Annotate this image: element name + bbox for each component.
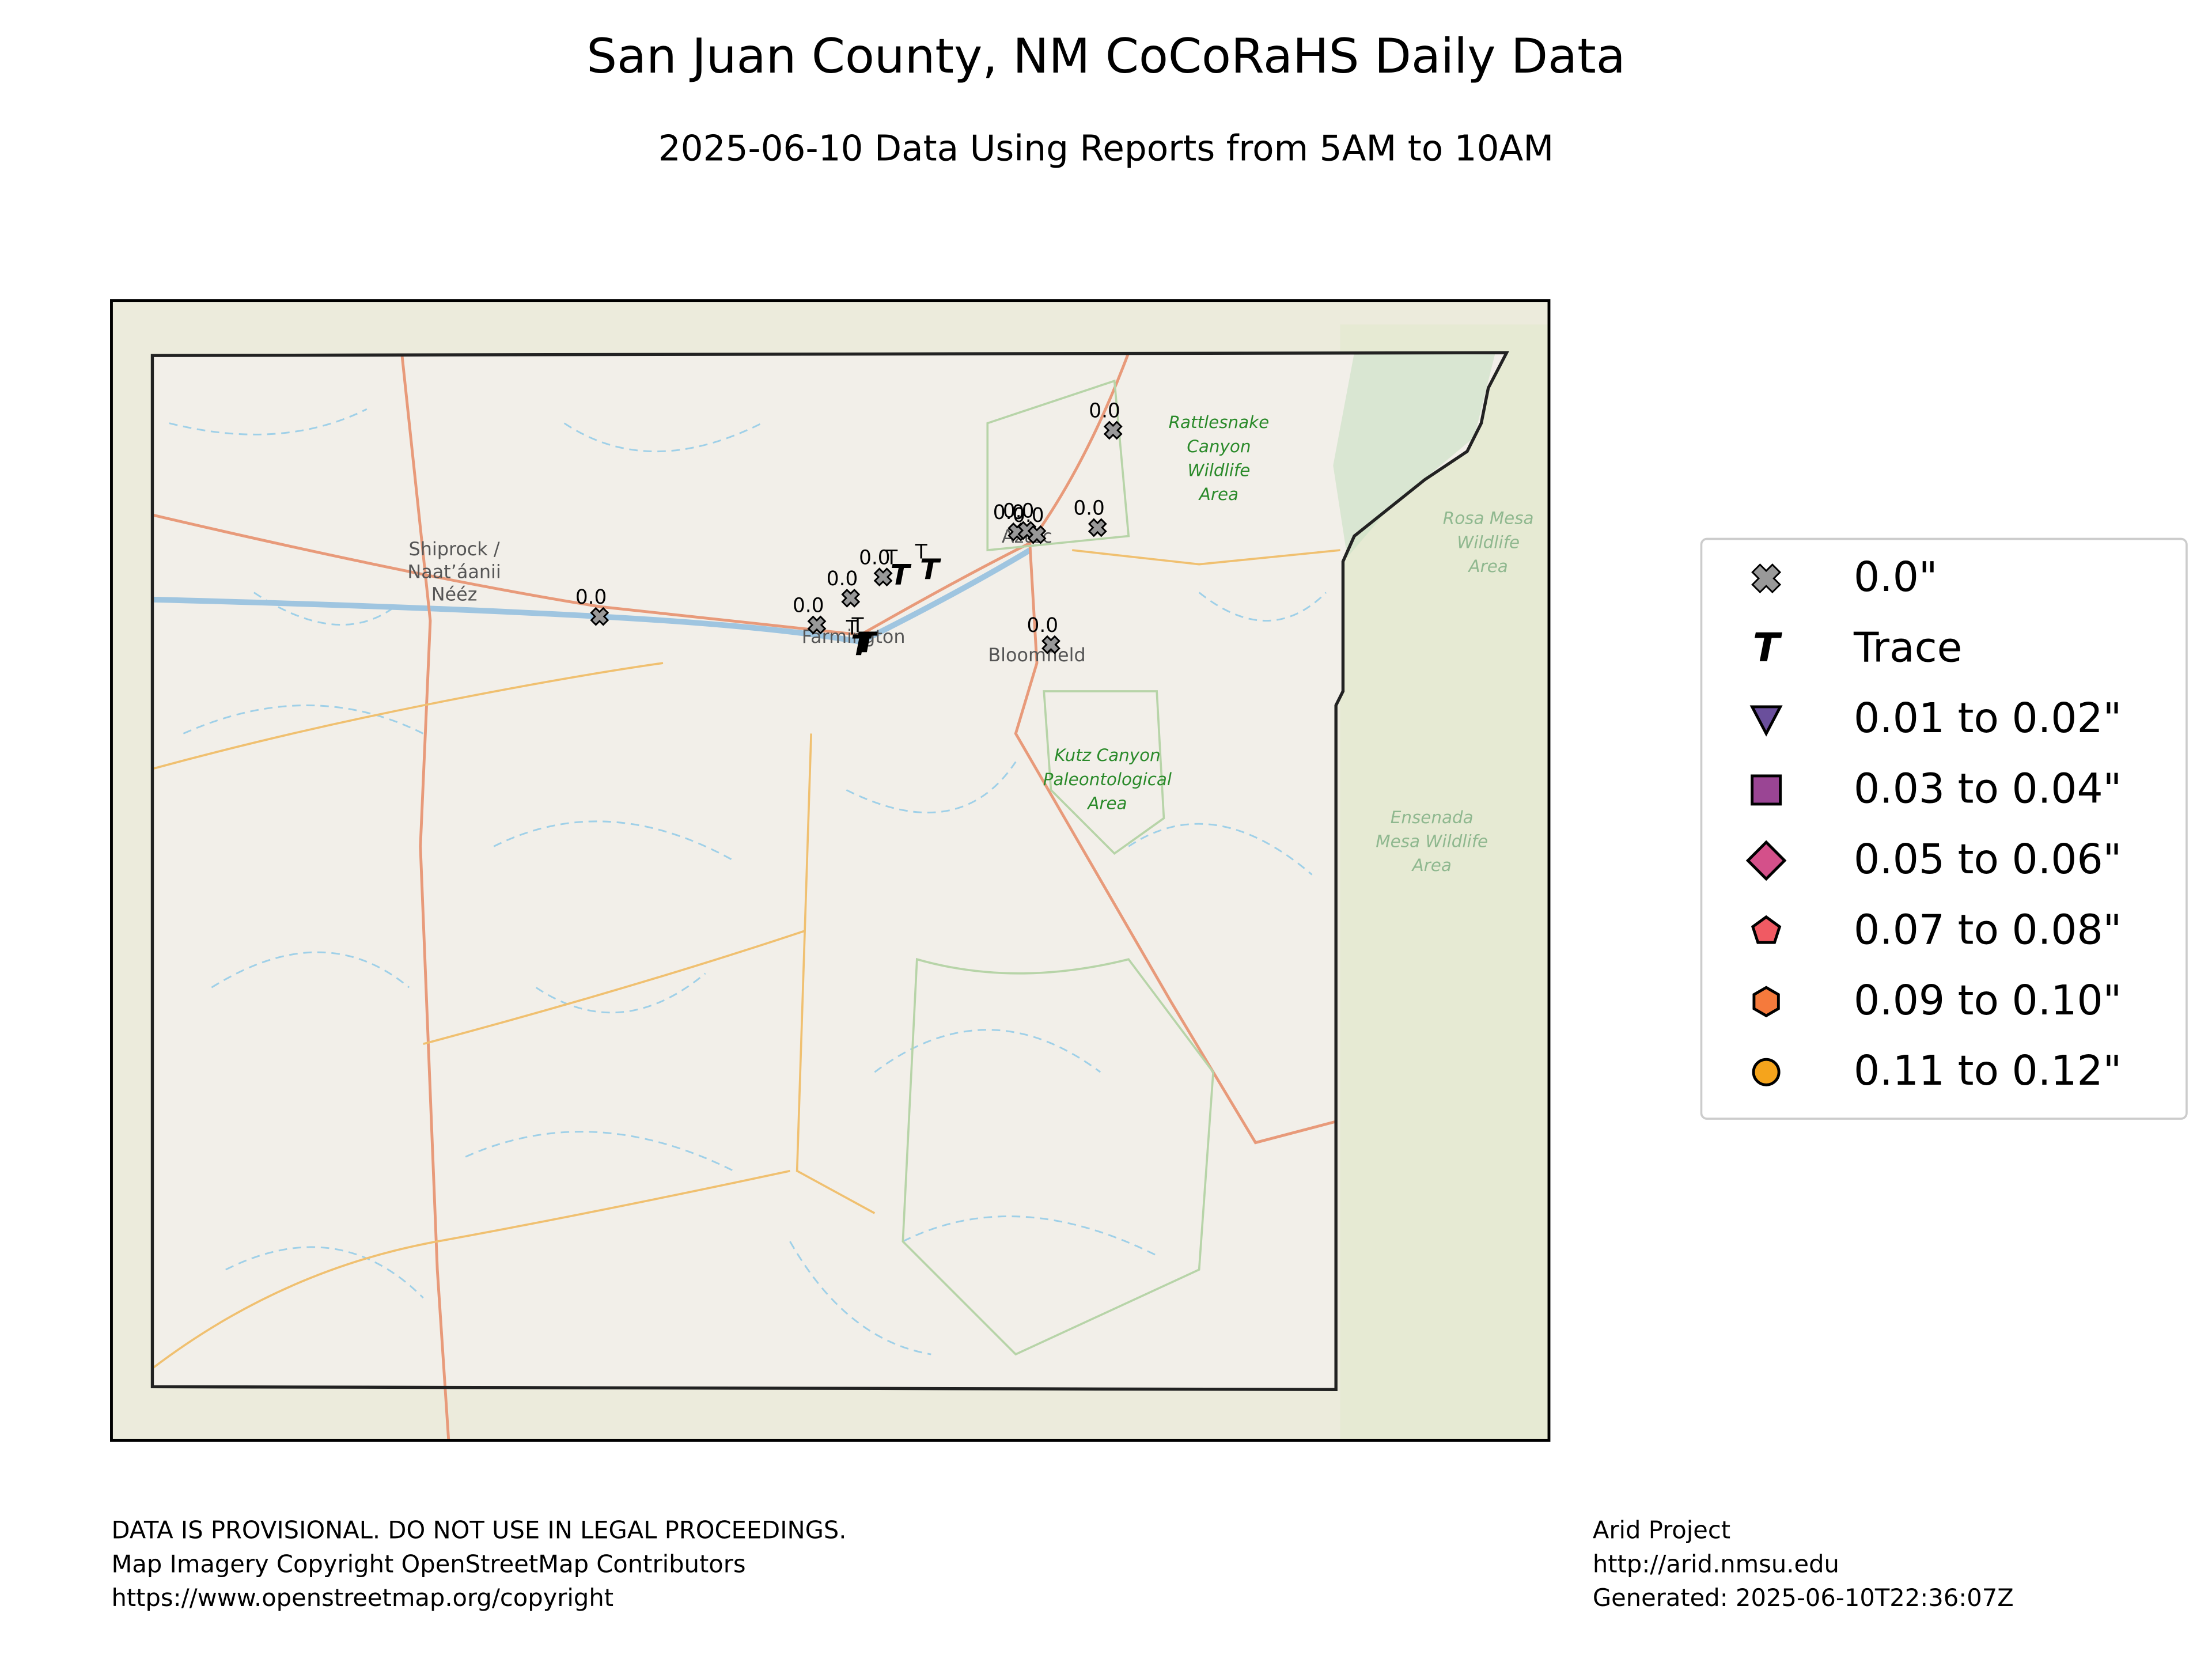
marker-circle <box>1752 1058 1781 1086</box>
place-label: Naat’áanii <box>407 560 501 582</box>
marker-x <box>807 615 827 635</box>
marker-hexagon <box>1752 986 1780 1018</box>
station-label: 0.0 <box>575 586 607 609</box>
place-label: Bloomfield <box>988 644 1085 666</box>
marker-x <box>1027 525 1047 544</box>
legend-label: 0.05 to 0.06" <box>1854 835 2122 883</box>
station-label: T <box>851 614 865 637</box>
legend: 0.0" T Trace 0.01 to 0.02" 0.03 to 0.04" 0.05… <box>1700 537 2188 1120</box>
roads <box>151 549 1340 1369</box>
station-label: 0.0 <box>1027 614 1059 637</box>
footer-line: Arid Project <box>1593 1516 1730 1544</box>
place-label: Rattlesnake <box>1169 412 1270 432</box>
station-label: 0.0 <box>1089 400 1120 423</box>
parks <box>902 379 1215 1356</box>
legend-label: 0.09 to 0.10" <box>1854 976 2122 1024</box>
forest <box>1333 353 1495 558</box>
legend-label: 0.11 to 0.12" <box>1854 1047 2122 1094</box>
footer-line: Map Imagery Copyright OpenStreetMap Cont… <box>111 1550 745 1578</box>
legend-label: 0.03 to 0.04" <box>1854 764 2122 812</box>
legend-box <box>1700 537 2188 1120</box>
subtitle: 2025-06-10 Data Using Reports from 5AM t… <box>658 128 1554 169</box>
station-label: 0.0 <box>827 567 858 590</box>
place-label: Mesa Wildlife <box>1376 832 1488 851</box>
legend-label: 0.07 to 0.08" <box>1854 906 2122 953</box>
place-label: Paleontological <box>1043 770 1172 789</box>
place-label: Kutz Canyon <box>1054 745 1160 765</box>
place-label: Canyon <box>1187 437 1251 456</box>
station-label: T <box>915 541 928 564</box>
station-marker-trace: T <box>920 553 941 586</box>
place-label: Area <box>1468 556 1508 576</box>
marker-x <box>841 588 861 608</box>
marker-x <box>1041 635 1060 654</box>
station-marker-trace: T <box>851 630 872 662</box>
river <box>152 547 1032 645</box>
place-label: Area <box>1411 855 1452 875</box>
footer-line: http://arid.nmsu.edu <box>1593 1550 1839 1578</box>
station-marker-trace: T <box>857 627 878 660</box>
legend-label: 0.0" <box>1854 553 1938 601</box>
marker-triangle <box>1749 705 1783 737</box>
streams <box>169 408 1327 1355</box>
map-terrain <box>1340 324 1549 1441</box>
county-boundary <box>150 351 1509 1391</box>
marker-pentagon <box>1751 915 1782 944</box>
title: San Juan County, NM CoCoRaHS Daily Data <box>586 28 1626 84</box>
place-label: Nééz <box>431 583 478 605</box>
marker-square <box>1751 774 1782 806</box>
marker-x <box>1751 563 1782 594</box>
place-label: Rosa Mesa <box>1443 509 1534 528</box>
station-label: 0.0 <box>793 594 824 618</box>
footer-line: DATA IS PROVISIONAL. DO NOT USE IN LEGAL… <box>111 1516 846 1544</box>
station-label: 0.0 <box>1003 499 1034 522</box>
marker-x <box>1088 518 1107 537</box>
station-label: T <box>885 546 898 569</box>
legend-label: 0.01 to 0.02" <box>1854 694 2122 742</box>
legend-label: Trace <box>1853 624 1962 672</box>
station-marker-trace: T <box>891 559 912 592</box>
footer-line: Generated: 2025-06-10T22:36:07Z <box>1593 1584 2014 1612</box>
marker-diamond <box>1745 840 1787 881</box>
place-label: Ensenada <box>1391 808 1474 827</box>
map: Shiprock /Naat’áaniiNéézFarmingtonAztecB… <box>110 299 1551 1442</box>
place-label: Wildlife <box>1457 532 1520 552</box>
marker-x <box>873 567 893 587</box>
station-label: T <box>846 617 859 640</box>
place-label: Shiprock / <box>409 538 500 560</box>
station-label: 0.0 <box>993 501 1025 524</box>
footer: DATA IS PROVISIONAL. DO NOT USE IN LEGAL… <box>111 1516 2013 1612</box>
marker-trace: T <box>1753 625 1783 671</box>
station-label: 0.0 <box>1073 497 1104 520</box>
place-label: Area <box>1198 484 1238 504</box>
map-frame <box>110 299 1551 1442</box>
county-fill <box>152 353 1507 1390</box>
footer-line: https://www.openstreetmap.org/copyright <box>111 1584 613 1612</box>
place-labels: Shiprock /Naat’áaniiNéézFarmingtonAztecB… <box>407 412 1533 875</box>
highways <box>151 352 1336 1441</box>
place-label: Area <box>1086 793 1127 813</box>
marker-x <box>590 607 609 626</box>
station-label: 0.0 <box>859 546 891 569</box>
place-label: Wildlife <box>1188 460 1251 480</box>
station-label: 0.0 <box>1013 504 1044 527</box>
marker-x <box>1103 421 1123 440</box>
